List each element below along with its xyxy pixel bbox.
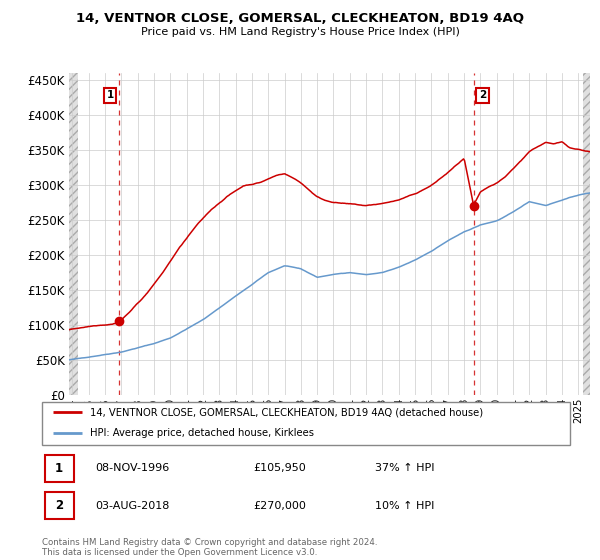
Text: £105,950: £105,950 bbox=[253, 463, 306, 473]
Text: £270,000: £270,000 bbox=[253, 501, 306, 511]
Text: 10% ↑ HPI: 10% ↑ HPI bbox=[374, 501, 434, 511]
Text: 1: 1 bbox=[106, 90, 113, 100]
FancyBboxPatch shape bbox=[44, 492, 74, 519]
Text: Contains HM Land Registry data © Crown copyright and database right 2024.
This d: Contains HM Land Registry data © Crown c… bbox=[42, 538, 377, 557]
Text: HPI: Average price, detached house, Kirklees: HPI: Average price, detached house, Kirk… bbox=[89, 428, 314, 438]
Bar bbox=[69, 73, 78, 395]
Text: 03-AUG-2018: 03-AUG-2018 bbox=[95, 501, 169, 511]
Text: 1: 1 bbox=[55, 461, 63, 475]
Text: 08-NOV-1996: 08-NOV-1996 bbox=[95, 463, 169, 473]
FancyBboxPatch shape bbox=[42, 402, 570, 445]
Bar bbox=[583, 73, 590, 395]
Text: 2: 2 bbox=[479, 90, 486, 100]
Text: 14, VENTNOR CLOSE, GOMERSAL, CLECKHEATON, BD19 4AQ (detached house): 14, VENTNOR CLOSE, GOMERSAL, CLECKHEATON… bbox=[89, 408, 482, 417]
Text: 37% ↑ HPI: 37% ↑ HPI bbox=[374, 463, 434, 473]
Text: 14, VENTNOR CLOSE, GOMERSAL, CLECKHEATON, BD19 4AQ: 14, VENTNOR CLOSE, GOMERSAL, CLECKHEATON… bbox=[76, 12, 524, 25]
Text: 2: 2 bbox=[55, 499, 63, 512]
FancyBboxPatch shape bbox=[44, 455, 74, 482]
Text: Price paid vs. HM Land Registry's House Price Index (HPI): Price paid vs. HM Land Registry's House … bbox=[140, 27, 460, 37]
